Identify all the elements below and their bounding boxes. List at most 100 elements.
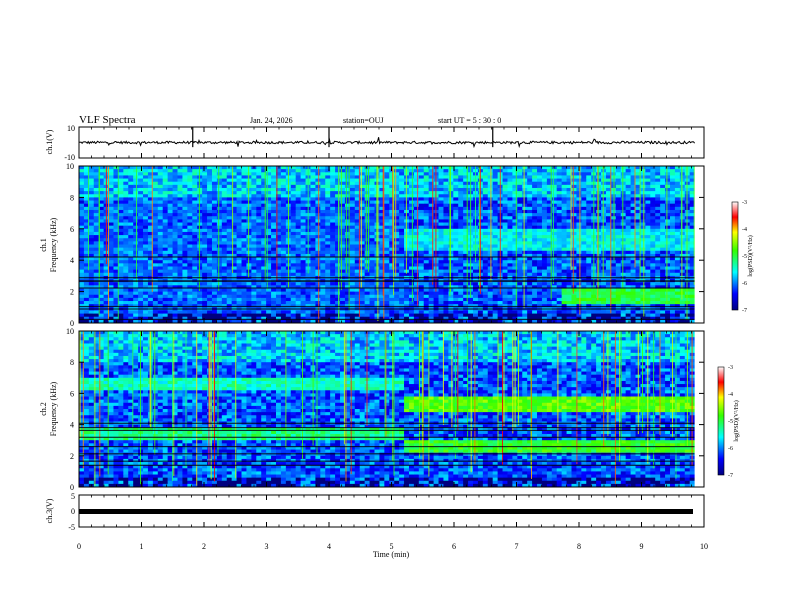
spectrogram-cell (113, 219, 119, 223)
spectrogram-cell (123, 269, 129, 274)
spectrogram-cell (162, 172, 169, 176)
spectrogram-cell (113, 238, 119, 242)
spectrogram-cell (93, 272, 100, 277)
spectrogram-cell (320, 310, 326, 314)
spectrogram-cell (276, 181, 282, 186)
spectrogram-cell (492, 250, 499, 255)
spectrogram-cell (527, 238, 533, 242)
spectrogram-cell (399, 209, 405, 214)
spectrogram-cell (226, 266, 233, 271)
spectrogram-cell (147, 238, 154, 242)
spectrogram-cell (271, 260, 277, 264)
spectrogram-cell (152, 257, 159, 261)
spectrogram-cell (502, 241, 508, 245)
spectrogram-cell (221, 191, 228, 195)
spectrogram-cell (123, 263, 129, 267)
spectrogram-cell (172, 187, 178, 192)
spectrogram-cell (468, 319, 474, 324)
spectrogram-cell (290, 219, 297, 223)
spectrogram-cell (246, 241, 252, 245)
spectrogram-cell (384, 294, 390, 299)
spectrogram-cell (241, 247, 247, 252)
spectrogram-cell (408, 297, 415, 302)
spectrogram-cell (423, 228, 430, 233)
spectrogram-cell (384, 169, 390, 173)
spectrogram-cell (226, 241, 233, 245)
spectrogram-cell (354, 285, 361, 289)
spectrogram-cell (231, 253, 237, 258)
spectrogram-cell (408, 285, 415, 289)
spectrogram-cell (271, 319, 277, 324)
spectrogram-cell (236, 219, 242, 223)
spectrogram-cell (226, 194, 233, 198)
spectrogram-cell (79, 269, 85, 274)
spectrogram-cell (349, 294, 356, 299)
spectrogram-cell (443, 263, 449, 267)
spectrogram-cell (463, 231, 469, 236)
spectrogram-cell (517, 247, 523, 252)
spectrogram-cell (541, 319, 548, 324)
spectrogram-cell (389, 228, 395, 233)
spectrogram-cell (487, 288, 494, 292)
spectrogram-cell (541, 235, 548, 239)
spectrogram-cell (305, 285, 311, 289)
spectrogram-cell (231, 191, 237, 195)
spectrogram-cell (502, 250, 508, 255)
spectrogram-cell (83, 269, 90, 274)
spectrogram-cell (482, 172, 489, 176)
spectrogram-cell (364, 219, 370, 223)
spectrogram-cell (108, 288, 114, 292)
spectrogram-cell (246, 169, 252, 173)
spectrogram-cell (261, 219, 267, 223)
spectrogram-cell (408, 222, 415, 227)
spectrogram-cell (128, 272, 134, 277)
spectrogram-cell (261, 250, 267, 255)
spectrogram-cell (192, 191, 198, 195)
spectrogram-cell (443, 291, 449, 296)
spectrogram-cell (344, 247, 351, 252)
spectrogram-cell (241, 263, 247, 267)
spectrogram-cell (177, 172, 183, 176)
spectrogram-cell (566, 253, 572, 258)
spectrogram-cell (211, 219, 218, 223)
spectrogram-cell (492, 228, 499, 233)
spectrogram-cell (527, 272, 533, 277)
spectrogram-cell (330, 222, 336, 227)
spectrogram-cell (423, 263, 430, 267)
spectrogram-cell (226, 187, 233, 192)
spectrogram-cell (280, 257, 287, 261)
spectrogram-cell (202, 319, 208, 324)
spectrogram-cell (256, 241, 262, 245)
spectrogram-cell (202, 310, 208, 314)
spectrogram-cell (113, 178, 119, 183)
spectrogram-cell (473, 313, 479, 318)
spectrogram-cell (172, 253, 178, 258)
spectrogram-cell (192, 282, 198, 286)
spectrogram-cell (418, 310, 425, 314)
spectrogram-cell (138, 219, 144, 223)
spectrogram-cell (172, 175, 178, 179)
spectrogram-cell (202, 313, 208, 318)
spectrogram-cell (517, 213, 523, 217)
spectrogram-cell (177, 260, 183, 264)
spectrogram-cell (502, 169, 508, 173)
spectrogram-cell (428, 291, 435, 296)
spectrogram-cell (315, 166, 321, 170)
spectrogram-cell (556, 244, 563, 249)
spectrogram-cell (133, 253, 139, 258)
spectrogram-cell (502, 253, 508, 258)
spectrogram-cell (512, 244, 518, 249)
spectrogram-cell (546, 228, 553, 233)
spectrogram-cell (443, 266, 449, 271)
spectrogram-cell (344, 184, 351, 189)
spectrogram-cell (300, 319, 306, 324)
spectrogram-cell (502, 257, 508, 261)
spectrogram-cell (182, 247, 188, 252)
spectrogram-cell (335, 178, 341, 183)
spectrogram-cell (310, 187, 316, 192)
spectrogram-cell (256, 294, 262, 299)
spectrogram-cell (177, 222, 183, 227)
spectrogram-cell (251, 222, 257, 227)
spectrogram-cell (310, 184, 316, 189)
spectrogram-cell (157, 257, 164, 261)
